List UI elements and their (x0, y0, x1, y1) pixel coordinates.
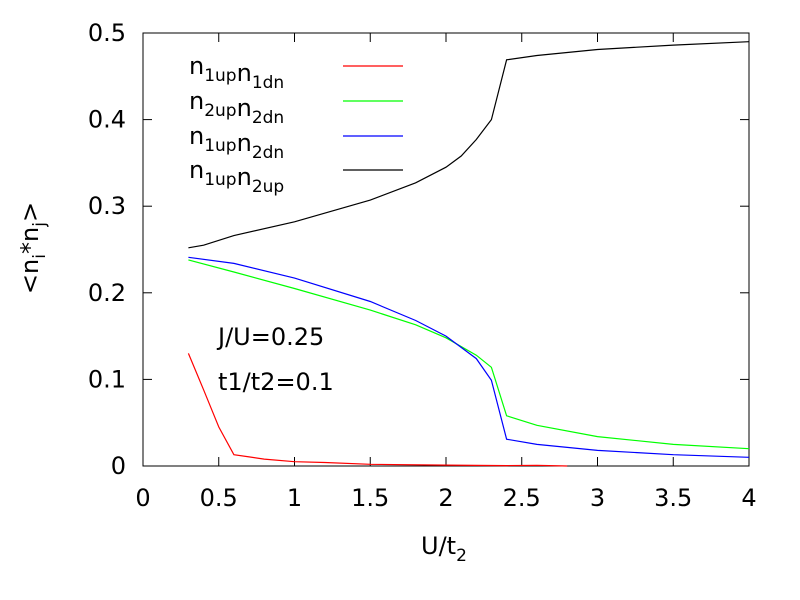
x-tick-label: 2.5 (503, 484, 541, 512)
y-tick-label: 0.4 (88, 106, 126, 134)
x-tick-label: 0 (135, 484, 150, 512)
legend-label-n1upn2dn: n1upn2dn (189, 122, 284, 163)
annotation-ju: J/U=0.25 (216, 323, 324, 351)
x-tick-label: 3 (590, 484, 605, 512)
x-axis-label: U/t2 (421, 532, 467, 566)
y-tick-label: 0.2 (88, 279, 126, 307)
legend-label-n1upn1dn: n1upn1dn (189, 52, 284, 93)
legend-label-n1upn2up: n1upn2up (189, 156, 284, 197)
x-tick-label: 3.5 (654, 484, 692, 512)
y-tick-label: 0.3 (88, 192, 126, 220)
series-line-n1upn2dn (188, 256, 750, 458)
y-tick-label: 0 (111, 452, 126, 480)
plot-frame (142, 32, 750, 467)
series-line-n1upn2up (188, 41, 750, 249)
legend-label-n2upn2dn: n2upn2dn (189, 87, 284, 128)
series-line-n2upn2dn (188, 259, 750, 450)
x-tick-label: 1 (287, 484, 302, 512)
series-layer (187, 41, 750, 467)
x-tick-label: 2 (438, 484, 453, 512)
x-tick-label: 0.5 (200, 484, 238, 512)
series-line-n1upn1dn (187, 353, 568, 467)
x-tick-label: 1.5 (351, 484, 389, 512)
annotation-t1t2: t1/t2=0.1 (218, 368, 334, 396)
y-tick-label: 0.1 (88, 365, 126, 393)
axis-ticks: 0 0.5 1 1.5 2 2.5 3 3.5 4 0 0.1 0.2 0.3 0.4 0.5 (88, 19, 757, 512)
y-tick-label: 0.5 (88, 19, 126, 47)
x-tick-label: 4 (741, 484, 756, 512)
y-axis-label: <ni*nj> (16, 202, 50, 294)
